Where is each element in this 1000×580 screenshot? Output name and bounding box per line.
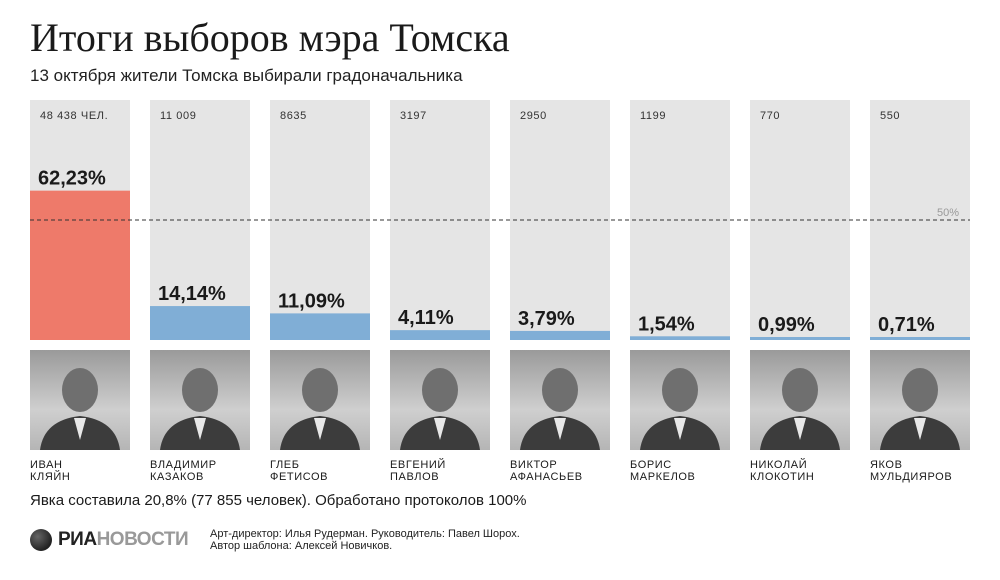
- candidate-last-name: КЛОКОТИН: [750, 471, 815, 483]
- logo-ria-text: РИА: [58, 529, 97, 550]
- credits: Арт-директор: Илья Рудерман. Руководител…: [210, 528, 520, 552]
- candidate-first-name: ЯКОВ: [870, 459, 903, 471]
- portrait-silhouette: [400, 368, 480, 450]
- candidate-first-name: ИВАН: [30, 459, 63, 471]
- portrait-silhouette: [160, 368, 240, 450]
- page-subtitle: 13 октября жители Томска выбирали градон…: [30, 66, 463, 85]
- portrait-silhouette: [880, 368, 960, 450]
- candidate-last-name: АФАНАСЬЕВ: [510, 471, 583, 483]
- bar-value-label: 1,54%: [638, 313, 695, 335]
- ria-novosti-logo: РИА НОВОСТИ: [30, 528, 189, 552]
- bar-value-label: 62,23%: [38, 168, 106, 190]
- bar-value-label: 0,99%: [758, 314, 815, 336]
- candidate-first-name: ГЛЕБ: [270, 459, 300, 471]
- vote-count-label: 2950: [520, 110, 547, 122]
- candidate-name: ЯКОВ МУЛЬДИЯРОВ: [870, 459, 980, 483]
- candidate-photo: [150, 350, 250, 450]
- portrait-silhouette: [40, 368, 120, 450]
- candidate-first-name: ЕВГЕНИЙ: [390, 459, 446, 471]
- portrait-silhouette: [280, 368, 360, 450]
- bar: [510, 330, 610, 340]
- candidate-last-name: ПАВЛОВ: [390, 471, 440, 483]
- portrait-silhouette: [520, 368, 600, 450]
- candidate-last-name: КЛЯЙН: [30, 471, 71, 483]
- vote-count-label: 48 438 ЧЕЛ.: [40, 110, 108, 122]
- candidate-name: НИКОЛАЙ КЛОКОТИН: [750, 459, 860, 483]
- vote-count-label: 8635: [280, 110, 307, 122]
- candidate-photo: [510, 350, 610, 450]
- vote-count-label: 550: [880, 110, 900, 122]
- bar-background: [390, 100, 490, 340]
- turnout-note: Явка составила 20,8% (77 855 человек). О…: [30, 492, 527, 509]
- bar: [630, 336, 730, 340]
- candidate-photo: [390, 350, 490, 450]
- bar: [30, 190, 130, 340]
- portrait-silhouette: [640, 368, 720, 450]
- candidate-photo: [870, 350, 970, 450]
- candidate-photo: [30, 350, 130, 450]
- vote-count-label: 11 009: [160, 110, 196, 122]
- candidate-name: ИВАН КЛЯЙН: [30, 459, 140, 483]
- candidate-name: ЕВГЕНИЙ ПАВЛОВ: [390, 459, 500, 483]
- candidate-photo: [750, 350, 850, 450]
- vote-count-label: 1199: [640, 110, 666, 122]
- candidate-name: ГЛЕБ ФЕТИСОВ: [270, 459, 380, 483]
- candidate-name: ВИКТОР АФАНАСЬЕВ: [510, 459, 620, 483]
- credit-line: Автор шаблона: Алексей Новичков.: [210, 540, 393, 552]
- candidate-first-name: ВИКТОР: [510, 459, 558, 471]
- bar: [870, 337, 970, 340]
- credit-line: Арт-директор: Илья Рудерман. Руководител…: [210, 528, 520, 540]
- bar-value-label: 14,14%: [158, 283, 226, 305]
- candidate-photos: [0, 350, 1000, 450]
- candidate-last-name: ФЕТИСОВ: [270, 471, 329, 483]
- candidate-last-name: МУЛЬДИЯРОВ: [870, 471, 953, 483]
- candidate-photo: [630, 350, 730, 450]
- candidate-first-name: НИКОЛАЙ: [750, 459, 808, 471]
- candidate-first-name: БОРИС: [630, 459, 672, 471]
- bar: [750, 337, 850, 340]
- candidate-last-name: КАЗАКОВ: [150, 471, 204, 483]
- vote-count-label: 3197: [400, 110, 427, 122]
- page-title: Итоги выборов мэра Томска: [30, 15, 510, 60]
- candidate-name: БОРИС МАРКЕЛОВ: [630, 459, 740, 483]
- candidate-first-name: ВЛАДИМИР: [150, 459, 217, 471]
- candidate-last-name: МАРКЕЛОВ: [630, 471, 696, 483]
- bar: [150, 306, 250, 340]
- logo-novosti-text: НОВОСТИ: [96, 529, 189, 550]
- vote-count-label: 770: [760, 110, 780, 122]
- bar-value-label: 11,09%: [278, 290, 345, 312]
- candidate-photo: [270, 350, 370, 450]
- bar: [390, 330, 490, 340]
- bar: [270, 313, 370, 340]
- bar-value-label: 3,79%: [518, 308, 575, 330]
- bar-background: [630, 100, 730, 340]
- reference-line-label: 50%: [937, 207, 959, 219]
- globe-icon: [30, 529, 52, 551]
- bar-value-label: 0,71%: [878, 314, 935, 336]
- bar-background: [510, 100, 610, 340]
- candidate-name: ВЛАДИМИР КАЗАКОВ: [150, 459, 260, 483]
- bar-value-label: 4,11%: [398, 307, 454, 329]
- portrait-silhouette: [760, 368, 840, 450]
